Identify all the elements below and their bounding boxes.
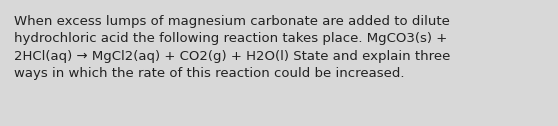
Text: When excess lumps of magnesium carbonate are added to dilute
hydrochloric acid t: When excess lumps of magnesium carbonate… bbox=[14, 15, 450, 80]
